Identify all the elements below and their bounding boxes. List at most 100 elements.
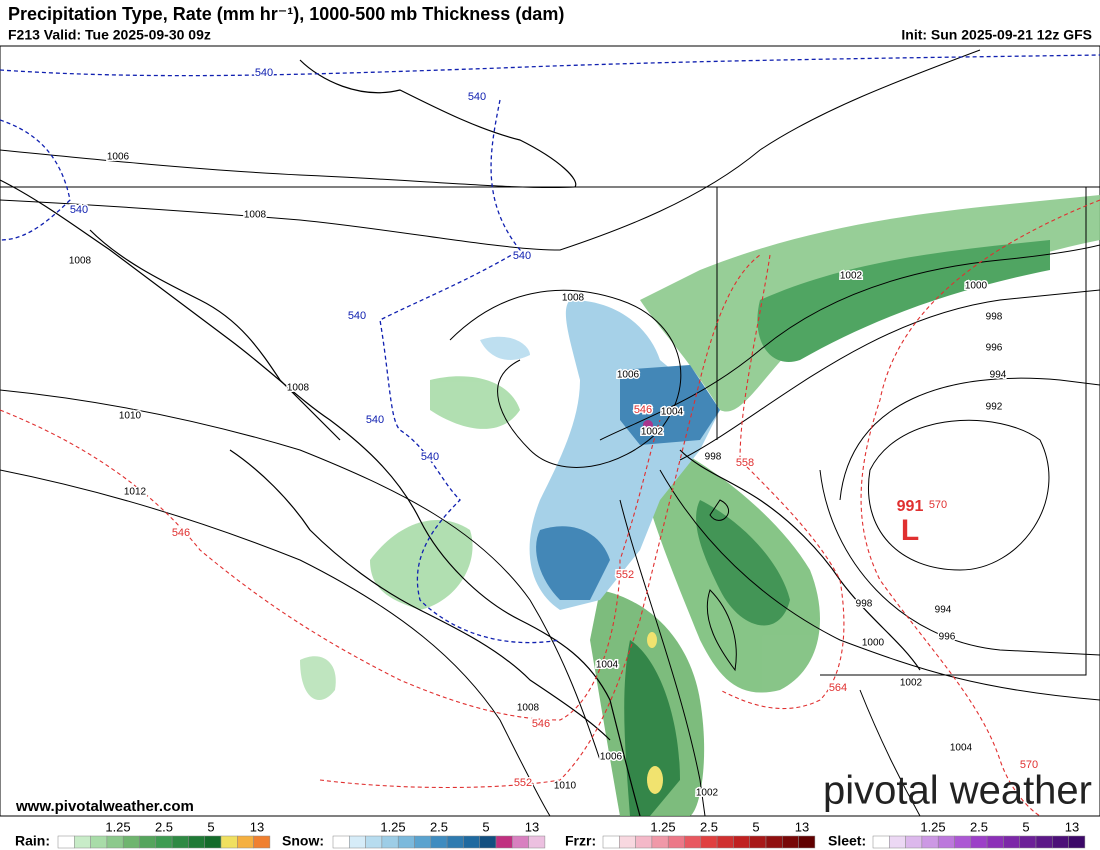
legend-tick: 1.25	[380, 819, 405, 834]
legend-swatch	[1068, 835, 1086, 849]
snow-heavy	[536, 526, 610, 600]
legend-swatch	[986, 835, 1004, 849]
legend-tick: 5	[752, 819, 759, 834]
low-pressure: 991	[897, 498, 924, 515]
legend-swatch	[733, 835, 750, 849]
map-frame	[0, 45, 1100, 817]
legend-swatch	[889, 835, 906, 849]
legend-swatch	[495, 835, 513, 849]
isobar-labels: 1006 1008 1008 1008 1006 1004 1002 1008 1010 1012…	[67, 150, 1008, 800]
legend-tick: 13	[795, 819, 809, 834]
thickness-label: 540	[255, 67, 273, 79]
isobar	[619, 499, 706, 817]
legend-swatch	[463, 835, 480, 849]
legend-tick: 13	[525, 819, 539, 834]
isobar	[0, 389, 601, 761]
legend-swatch	[188, 835, 205, 849]
isobar	[679, 289, 1100, 461]
thickness-label: 564	[829, 682, 847, 694]
thickness-label: 540	[421, 451, 439, 463]
thickness-label: 540	[70, 204, 88, 216]
low-marker: L	[901, 514, 919, 547]
legend-tick: 2.5	[430, 819, 448, 834]
legend-swatch	[122, 835, 140, 849]
website: www.pivotalweather.com	[15, 798, 194, 815]
isobar-label: 1006	[617, 370, 640, 381]
isobar-label: 998	[986, 312, 1003, 323]
isobar-label: 1008	[287, 383, 310, 394]
isobar	[0, 149, 576, 189]
thickness-lines	[0, 54, 1100, 817]
legend-swatch	[528, 835, 546, 849]
legend-swatch	[512, 835, 529, 849]
thickness-label: 540	[348, 310, 366, 322]
legend-swatch	[139, 835, 157, 849]
thickness-label: 570	[929, 499, 947, 511]
map-area: 1006 1008 1008 1008 1006 1004 1002 1008 1010 1012…	[0, 45, 1100, 817]
isobar-label: 1008	[517, 703, 540, 714]
legend-tick: 2.5	[970, 819, 988, 834]
frzr-spot	[643, 420, 653, 430]
rain-light	[370, 520, 473, 610]
legend-name: Frzr:	[565, 833, 596, 849]
legend-swatch	[749, 835, 767, 849]
legend-tick: 1.25	[920, 819, 945, 834]
thickness-label: 546	[532, 718, 550, 730]
isobar	[839, 377, 1100, 501]
thickness-540	[0, 119, 71, 241]
legend: Rain: 1.25 2.5 5 13 Snow: 1.25 2.5 5 13 Frzr: 1.25 2…	[15, 819, 1086, 849]
legend-swatch	[954, 835, 972, 849]
isobar-label: 1004	[596, 660, 619, 671]
rain-heavy	[757, 240, 1050, 362]
isobar-label: 1006	[600, 752, 623, 763]
thickness-540	[0, 54, 1100, 77]
isobar	[706, 499, 737, 672]
legend-swatch	[684, 835, 702, 849]
isobar-label: 1010	[119, 411, 142, 422]
borders	[0, 186, 1100, 676]
coast	[229, 449, 611, 741]
isobar-label: 1000	[965, 281, 988, 292]
legend-swatch	[332, 835, 350, 849]
legend-swatch	[430, 835, 448, 849]
legend-swatch	[106, 835, 124, 849]
isobar-label: 1008	[562, 293, 585, 304]
legend-swatch	[349, 835, 366, 849]
legend-swatch	[905, 835, 923, 849]
legend-swatch	[57, 835, 75, 849]
isobar	[0, 469, 551, 817]
isobar-label: 1006	[107, 152, 130, 163]
isobar-label: 996	[939, 632, 956, 643]
legend-swatch	[619, 835, 636, 849]
legend-tick: 5	[1022, 819, 1029, 834]
isobar	[819, 469, 1100, 656]
thickness-546	[0, 409, 661, 721]
legend-swatch	[381, 835, 399, 849]
legend-swatch	[204, 835, 222, 849]
thickness-labels: 540 540 540 540 540 540 540 546 558 570 552 564 546 5…	[68, 65, 1039, 790]
title: Precipitation Type, Rate (mm hr⁻¹), 1000…	[8, 4, 564, 24]
isobar-label: 1008	[244, 210, 267, 221]
snow-light	[480, 336, 530, 360]
legend-swatch	[155, 835, 173, 849]
isobar-label: 994	[990, 370, 1007, 381]
thickness-552	[319, 254, 761, 789]
isobar-label: 1000	[862, 638, 885, 649]
legend-swatch	[414, 835, 432, 849]
legend-swatch	[1035, 835, 1053, 849]
legend-swatch	[651, 835, 669, 849]
legend-tick: 2.5	[155, 819, 173, 834]
legend-swatch	[782, 835, 799, 849]
coast	[679, 449, 921, 671]
valid-time: F213 Valid: Tue 2025-09-30 09z	[8, 27, 211, 43]
legend-tick: 5	[207, 819, 214, 834]
legend-swatch	[700, 835, 718, 849]
legend-tick: 1.25	[650, 819, 675, 834]
rain-intense	[647, 632, 657, 648]
isobar-label: 1004	[950, 743, 973, 754]
coast	[299, 59, 577, 188]
legend-swatch	[90, 835, 108, 849]
thickness-label: 546	[172, 527, 190, 539]
legend-tick: 13	[1065, 819, 1079, 834]
